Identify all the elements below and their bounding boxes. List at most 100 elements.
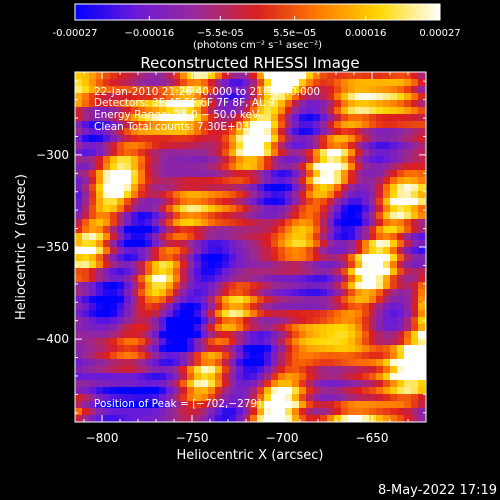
heatmap-cell	[117, 163, 125, 171]
heatmap-cell	[369, 394, 377, 402]
heatmap-cell	[355, 387, 363, 395]
heatmap-cell	[369, 156, 377, 164]
heatmap-cell	[362, 324, 370, 332]
heatmap-cell	[243, 366, 251, 374]
heatmap-cell	[110, 205, 118, 213]
heatmap-cell	[320, 177, 328, 185]
heatmap-cell	[75, 380, 83, 388]
heatmap-cell	[390, 331, 398, 339]
heatmap-cell	[306, 289, 314, 297]
heatmap-cell	[271, 275, 279, 283]
heatmap-cell	[341, 156, 349, 164]
heatmap-cell	[404, 107, 412, 115]
heatmap-cell	[89, 338, 97, 346]
heatmap-cell	[404, 205, 412, 213]
heatmap-cell	[264, 296, 272, 304]
heatmap-cell	[341, 177, 349, 185]
heatmap-cell	[264, 177, 272, 185]
heatmap-cell	[257, 142, 265, 150]
heatmap-cell	[89, 135, 97, 143]
heatmap-cell	[418, 86, 426, 94]
heatmap-cell	[278, 338, 286, 346]
heatmap-cell	[390, 289, 398, 297]
heatmap-cell	[327, 135, 335, 143]
heatmap-cell	[355, 107, 363, 115]
heatmap-cell	[341, 359, 349, 367]
heatmap-cell	[159, 254, 167, 262]
heatmap-cell	[180, 415, 188, 422]
heatmap-cell	[320, 100, 328, 108]
heatmap-cell	[285, 296, 293, 304]
heatmap-cell	[145, 163, 153, 171]
heatmap-cell	[250, 359, 258, 367]
heatmap-cell	[306, 191, 314, 199]
heatmap-cell	[82, 191, 90, 199]
heatmap-cell	[327, 275, 335, 283]
heatmap-cell	[75, 324, 83, 332]
heatmap-cell	[334, 373, 342, 381]
heatmap-cell	[110, 72, 118, 80]
heatmap-cell	[208, 317, 216, 325]
heatmap-cell	[82, 212, 90, 220]
heatmap-cell	[355, 324, 363, 332]
heatmap-cell	[383, 289, 391, 297]
heatmap-cell	[383, 296, 391, 304]
heatmap-cell	[173, 338, 181, 346]
heatmap-cell	[222, 79, 230, 87]
heatmap-cell	[313, 310, 321, 318]
heatmap-cell	[145, 387, 153, 395]
heatmap-cell	[180, 394, 188, 402]
heatmap-cell	[222, 226, 230, 234]
heatmap-cell	[320, 261, 328, 269]
heatmap-cell	[208, 380, 216, 388]
heatmap-cell	[362, 331, 370, 339]
heatmap-cell	[138, 128, 146, 136]
heatmap-cell	[404, 331, 412, 339]
heatmap-cell	[334, 205, 342, 213]
heatmap-cell	[138, 261, 146, 269]
heatmap-cell	[187, 387, 195, 395]
heatmap-cell	[341, 163, 349, 171]
heatmap-cell	[397, 387, 405, 395]
heatmap-cell	[208, 289, 216, 297]
heatmap-cell	[138, 86, 146, 94]
heatmap-cell	[376, 261, 384, 269]
heatmap-cell	[103, 233, 111, 241]
heatmap-cell	[236, 387, 244, 395]
heatmap-cell	[243, 128, 251, 136]
heatmap-cell	[89, 408, 97, 416]
heatmap-cell	[138, 345, 146, 353]
heatmap-cell	[110, 247, 118, 255]
heatmap-cell	[285, 135, 293, 143]
heatmap-cell	[166, 198, 174, 206]
heatmap-cell	[285, 121, 293, 129]
heatmap-cell	[124, 303, 132, 311]
heatmap-cell	[166, 275, 174, 283]
heatmap-cell	[306, 331, 314, 339]
heatmap-cell	[187, 72, 195, 80]
heatmap-cell	[341, 233, 349, 241]
heatmap-cell	[271, 156, 279, 164]
heatmap-cell	[82, 100, 90, 108]
heatmap-cell	[194, 86, 202, 94]
heatmap-cell	[299, 107, 307, 115]
heatmap-cell	[215, 219, 223, 227]
heatmap-cell	[124, 128, 132, 136]
heatmap-cell	[411, 289, 419, 297]
heatmap-cell	[208, 107, 216, 115]
heatmap-cell	[348, 72, 356, 80]
heatmap-cell	[306, 261, 314, 269]
heatmap-cell	[222, 261, 230, 269]
heatmap-cell	[362, 163, 370, 171]
heatmap-cell	[397, 121, 405, 129]
heatmap-cell	[82, 156, 90, 164]
heatmap-cell	[208, 373, 216, 381]
heatmap-cell	[243, 212, 251, 220]
heatmap-cell	[236, 268, 244, 276]
heatmap-cell	[292, 107, 300, 115]
heatmap-cell	[341, 79, 349, 87]
heatmap-cell	[327, 205, 335, 213]
heatmap-cell	[306, 408, 314, 416]
heatmap-cell	[110, 142, 118, 150]
heatmap-cell	[124, 415, 132, 422]
